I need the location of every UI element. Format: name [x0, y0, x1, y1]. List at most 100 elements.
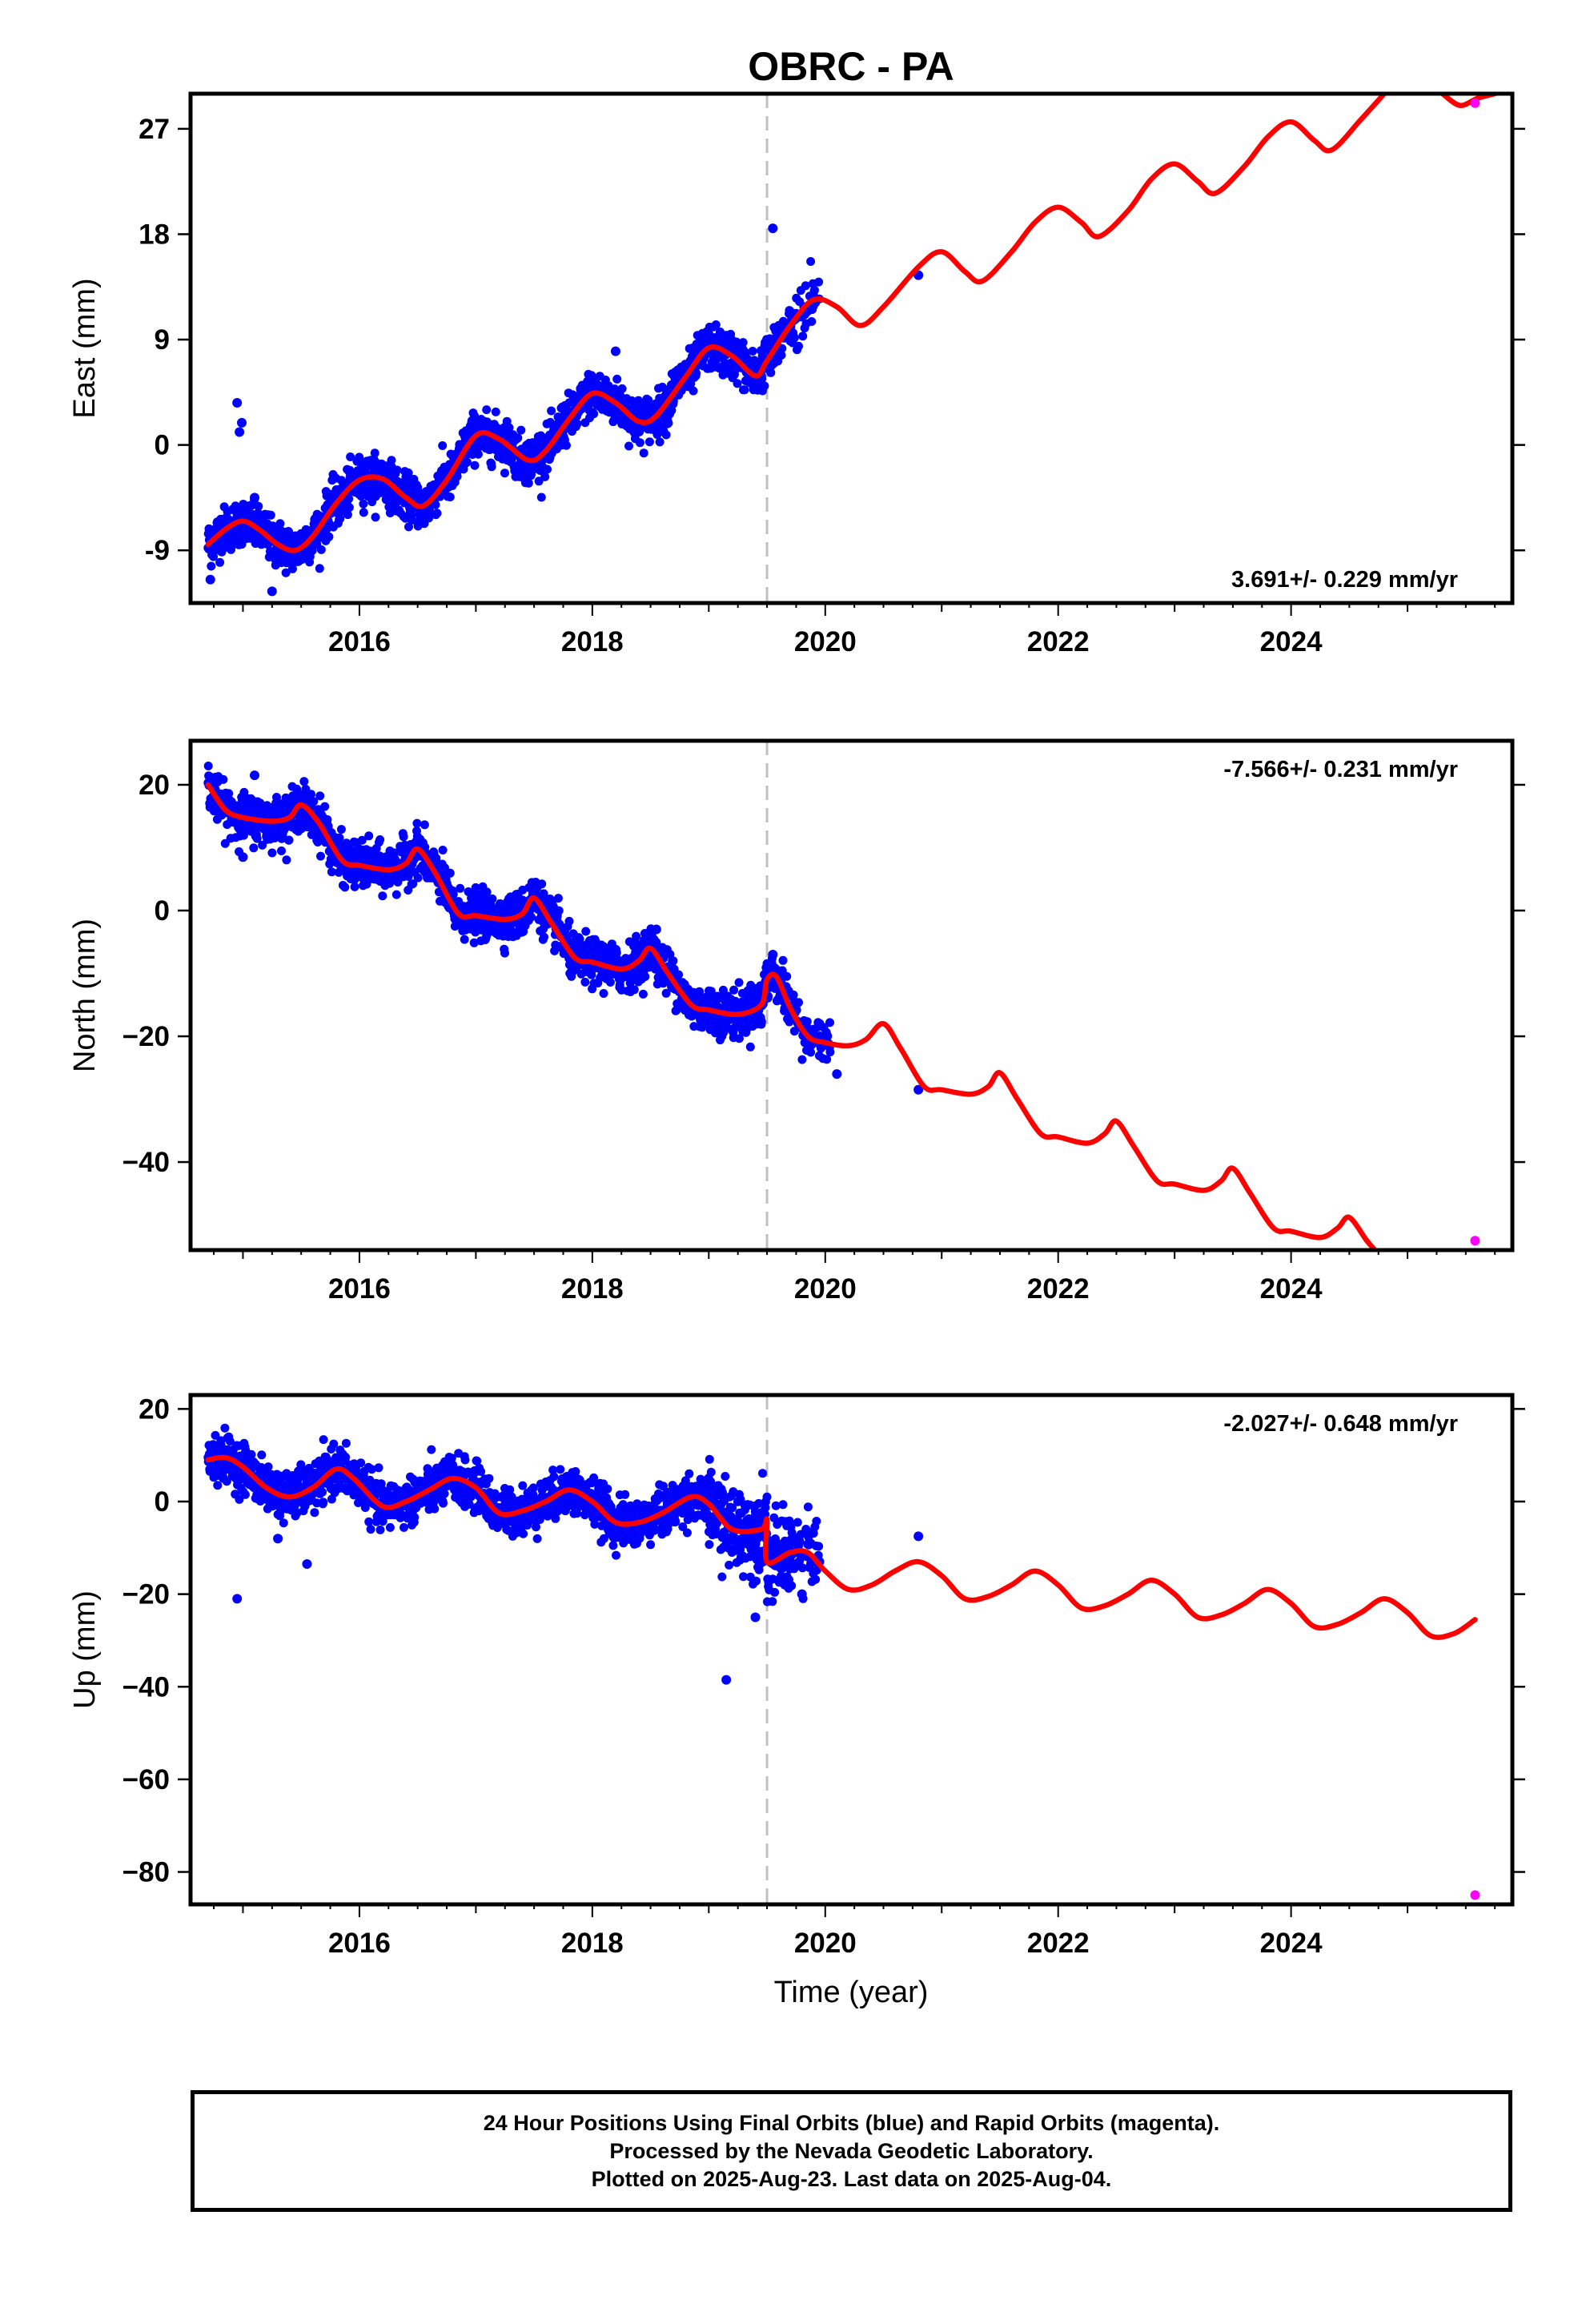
- data-point: [527, 912, 536, 922]
- data-point: [794, 341, 803, 351]
- plot-frame: [188, 91, 1515, 605]
- data-point: [346, 452, 355, 461]
- data-point: [315, 791, 325, 801]
- data-point: [267, 586, 277, 597]
- data-point: [275, 519, 285, 529]
- data-point: [470, 411, 480, 420]
- data-point: [315, 564, 324, 573]
- data-point: [798, 332, 808, 341]
- data-point: [391, 890, 401, 899]
- data-point: [250, 770, 260, 781]
- data-point: [469, 938, 479, 947]
- data-point: [505, 1485, 515, 1494]
- data-point: [310, 1508, 319, 1518]
- data-point: [219, 774, 228, 784]
- data-point: [357, 835, 367, 845]
- data-point: [540, 932, 548, 942]
- x-tick-label: 2020: [794, 1273, 857, 1305]
- data-point: [387, 456, 396, 465]
- data-point: [456, 883, 465, 893]
- data-point: [252, 834, 262, 843]
- data-point: [408, 516, 416, 525]
- data-point: [664, 418, 673, 428]
- data-point: [324, 532, 334, 541]
- y-tick-label: 0: [155, 895, 170, 927]
- data-point: [809, 285, 819, 295]
- data-point: [399, 832, 408, 842]
- data-point: [768, 949, 778, 959]
- data-point: [430, 1504, 440, 1514]
- data-point: [639, 448, 648, 458]
- data-point: [254, 501, 263, 511]
- data-point: [553, 894, 563, 903]
- y-tick-label: 27: [139, 114, 170, 145]
- x-tick-label: 2024: [1260, 1273, 1323, 1305]
- data-point: [476, 1467, 486, 1476]
- data-point: [665, 950, 675, 959]
- data-point: [420, 820, 429, 830]
- y-tick-label: 0: [155, 1486, 170, 1518]
- data-point: [543, 464, 552, 474]
- data-point: [404, 1513, 413, 1522]
- x-tick-label: 2018: [561, 1273, 624, 1305]
- data-point: [209, 552, 219, 561]
- data-point: [207, 561, 216, 571]
- data-point: [350, 882, 359, 891]
- data-point: [806, 257, 816, 266]
- data-point: [344, 503, 354, 513]
- data-point: [488, 894, 497, 903]
- data-point: [524, 478, 533, 488]
- data-point: [211, 1430, 220, 1440]
- data-point: [299, 777, 309, 786]
- data-point: [500, 468, 509, 478]
- y-tick-label: 20: [139, 1393, 170, 1425]
- data-point: [366, 1525, 375, 1534]
- data-point: [738, 338, 748, 348]
- data-point: [385, 1522, 395, 1532]
- data-point: [482, 887, 492, 897]
- y-tick-label: 20: [139, 770, 170, 801]
- data-point: [655, 437, 665, 447]
- x-tick-label: 2022: [1027, 1928, 1090, 1959]
- data-point: [359, 508, 368, 517]
- data-point: [344, 494, 354, 504]
- data-point: [797, 1055, 807, 1064]
- y-tick-label: −40: [122, 1147, 170, 1178]
- x-tick-label: 2016: [328, 626, 391, 657]
- x-tick-label: 2020: [794, 626, 857, 657]
- data-point: [626, 975, 636, 985]
- data-point: [554, 906, 564, 915]
- data-point: [447, 1454, 456, 1463]
- data-point: [471, 883, 480, 892]
- data-point: [232, 397, 243, 408]
- data-point: [807, 317, 817, 326]
- data-point: [674, 970, 684, 979]
- data-point: [589, 409, 599, 419]
- data-point: [440, 1489, 449, 1498]
- data-point: [356, 1458, 366, 1468]
- data-point: [913, 1084, 924, 1095]
- data-point: [431, 500, 440, 509]
- data-point: [669, 956, 678, 966]
- data-point: [263, 1462, 273, 1472]
- data-point: [367, 1465, 376, 1474]
- data-point: [644, 437, 654, 447]
- data-point: [632, 931, 641, 941]
- figure-title: OBRC - PA: [748, 44, 954, 89]
- data-point: [564, 916, 574, 926]
- data-point: [375, 835, 385, 844]
- y-tick-label: -9: [145, 535, 170, 566]
- data-point: [335, 833, 344, 842]
- data-point: [825, 1018, 834, 1027]
- x-tick-label: 2022: [1027, 1273, 1090, 1305]
- data-point: [748, 347, 757, 356]
- data-point: [340, 883, 350, 892]
- data-point: [222, 1477, 231, 1486]
- final-orbit-points: [203, 1423, 924, 1685]
- data-point: [364, 1517, 374, 1526]
- data-point: [240, 1490, 250, 1499]
- data-point: [633, 396, 643, 405]
- data-point: [635, 438, 644, 448]
